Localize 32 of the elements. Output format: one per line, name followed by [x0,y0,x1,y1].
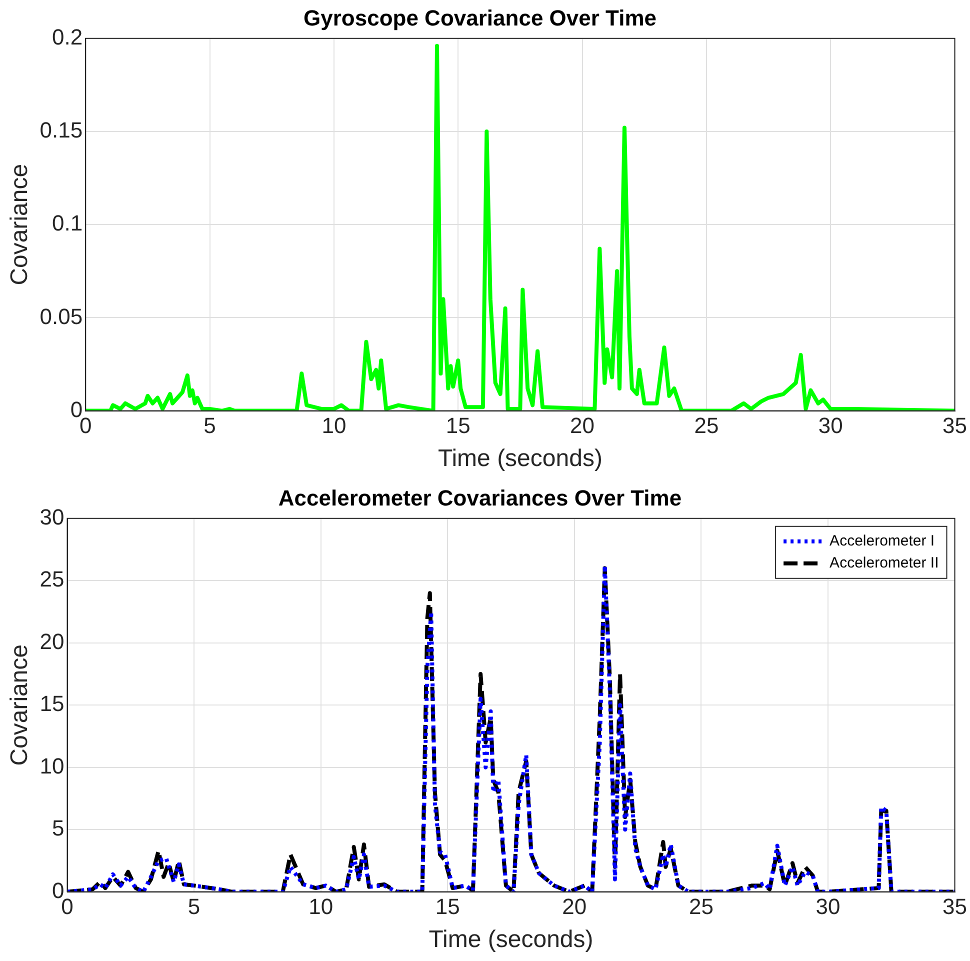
x-tick-label: 30 [816,894,840,920]
x-tick-label: 25 [694,413,719,438]
x-tick-label: 5 [188,894,200,920]
x-tick-label: 30 [818,413,843,438]
legend-label: Accelerometer I [830,532,935,550]
y-tick-label: 30 [40,504,64,530]
x-tick-label: 20 [562,894,587,920]
x-tick-label: 25 [688,894,714,920]
y-axis-title: Covariance [6,644,34,766]
x-tick-label: 10 [308,894,334,920]
y-axis-title: Covariance [6,164,34,286]
x-axis-title: Time (seconds) [438,445,602,472]
y-tick-label: 0.1 [52,210,83,236]
x-tick-label: 10 [322,413,346,438]
x-tick-label: 15 [446,413,470,438]
y-tick-label: 0.05 [40,304,83,329]
y-tick-label: 20 [40,628,64,654]
y-tick-label: 15 [40,691,64,716]
x-tick-label: 35 [942,413,968,438]
y-tick-label: 25 [40,566,64,592]
chart-title: Accelerometer Covariances Over Time [278,485,682,510]
x-tick-label: 15 [435,894,460,920]
y-tick-label: 0.2 [52,24,83,50]
chart-title: Gyroscope Covariance Over Time [304,5,656,30]
x-tick-label: 20 [570,413,595,438]
legend-label: Accelerometer II [830,554,939,572]
x-axis-title: Time (seconds) [428,926,594,954]
y-tick-label: 5 [52,816,64,841]
y-tick-label: 10 [40,753,64,778]
x-tick-label: 35 [942,894,968,920]
x-tick-label: 5 [204,413,216,438]
y-tick-label: 0.15 [40,118,83,143]
